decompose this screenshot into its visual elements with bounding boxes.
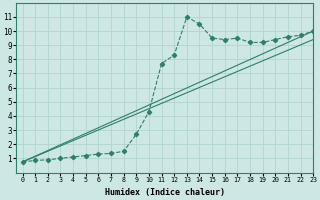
X-axis label: Humidex (Indice chaleur): Humidex (Indice chaleur) — [105, 188, 225, 197]
